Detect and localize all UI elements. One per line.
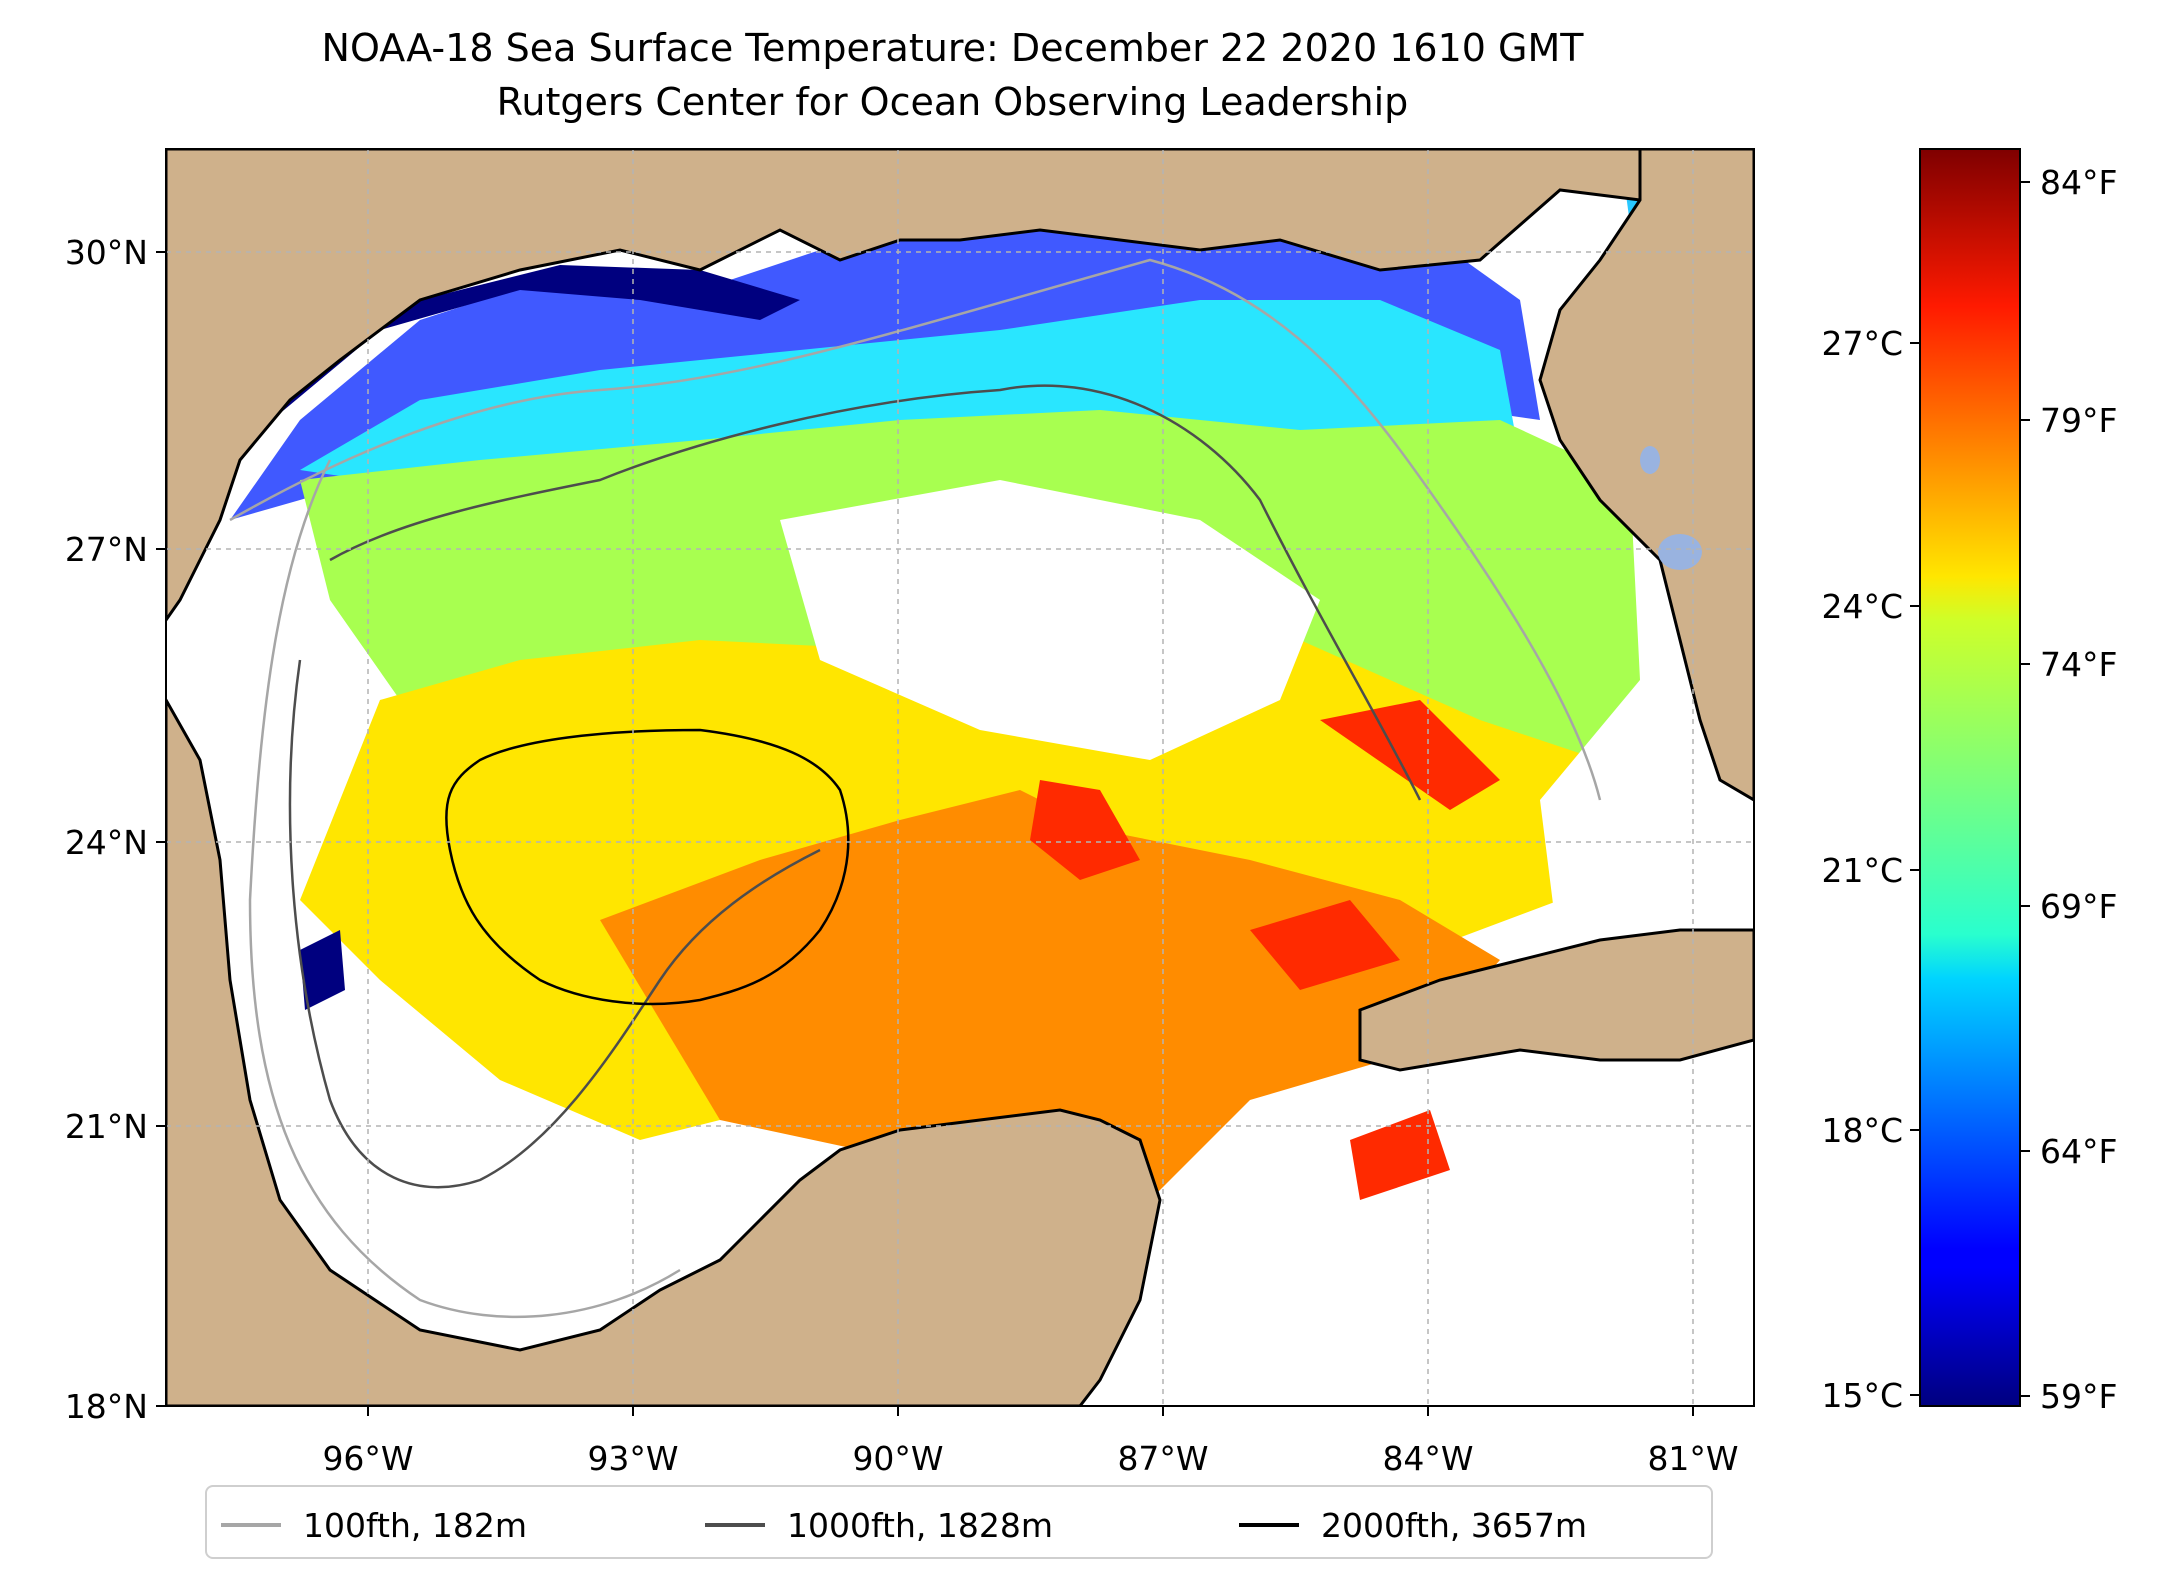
lon-tick-label: 93°W (587, 1439, 678, 1478)
lon-tick-labels: 96°W 93°W 90°W 87°W 84°W 81°W (322, 1439, 1738, 1478)
colorbar-celsius-ticks (1910, 342, 1920, 1396)
colorbar-fahrenheit-label: 84°F (2040, 163, 2117, 202)
lat-tick-label: 24°N (65, 823, 148, 862)
colorbar-fahrenheit-ticks (2020, 181, 2030, 1397)
lat-tick-label: 30°N (65, 233, 148, 272)
bathymetry-contours (229, 258, 1602, 1319)
lat-tick-label: 21°N (65, 1107, 148, 1146)
lon-tick-label: 87°W (1117, 1439, 1208, 1478)
lake-okeechobee (1658, 534, 1702, 570)
land-mexico (166, 696, 1162, 1406)
contour-2000fth (445, 728, 850, 1006)
figure-subtitle: Rutgers Center for Ocean Observing Leade… (496, 80, 1409, 124)
contour-100fth (229, 258, 1602, 1319)
figure-title: NOAA-18 Sea Surface Temperature: Decembe… (321, 26, 1584, 70)
colorbar-celsius-labels: 15°C 18°C 21°C 24°C 27°C (1821, 324, 1903, 1415)
colorbar-celsius-label: 21°C (1821, 851, 1903, 890)
colorbar-fahrenheit-label: 64°F (2040, 1132, 2117, 1171)
land-layer (166, 149, 1754, 1406)
lat-tick-label: 27°N (65, 530, 148, 569)
colorbar-celsius-label: 24°C (1821, 587, 1903, 626)
sst-orange-zone (600, 790, 1500, 1200)
legend-swatch (1239, 1523, 1299, 1527)
lat-ticks (156, 251, 166, 1407)
land-cuba (1358, 928, 1754, 1072)
sst-warm-red-patches (1030, 700, 1500, 1200)
legend-swatch (705, 1523, 765, 1527)
colorbar-celsius-label: 27°C (1821, 324, 1903, 363)
lon-tick-label: 81°W (1647, 1439, 1738, 1478)
colorbar-fahrenheit-label: 69°F (2040, 887, 2117, 926)
colorbar-fahrenheit-label: 74°F (2040, 645, 2117, 684)
map-frame (165, 148, 1755, 1407)
legend-swatch (221, 1523, 281, 1527)
legend-label: 100fth, 182m (303, 1505, 527, 1545)
colorbar-celsius-label: 15°C (1821, 1376, 1903, 1415)
gridlines (166, 149, 1754, 1406)
lake-small-florida (1640, 446, 1660, 474)
land-florida-peninsula (1538, 149, 1754, 802)
legend-label: 2000fth, 3657m (1321, 1505, 1587, 1545)
lat-tick-labels: 18°N 21°N 24°N 27°N 30°N (65, 233, 148, 1426)
legend-item-100fth: 100fth, 182m (221, 1505, 527, 1545)
colorbar-celsius-label: 18°C (1821, 1111, 1903, 1150)
lon-tick-label: 90°W (852, 1439, 943, 1478)
legend-label: 1000fth, 1828m (787, 1505, 1053, 1545)
lon-tick-label: 84°W (1382, 1439, 1473, 1478)
lon-tick-label: 96°W (322, 1439, 413, 1478)
legend-item-1000fth: 1000fth, 1828m (705, 1505, 1053, 1545)
colorbar-fahrenheit-label: 79°F (2040, 401, 2117, 440)
sst-cloud-gap-center (780, 480, 1320, 760)
lon-ticks (367, 1406, 1694, 1416)
colorbar-fahrenheit-labels: 59°F 64°F 69°F 74°F 79°F 84°F (2040, 163, 2117, 1416)
sst-dark-blue-patch (300, 930, 345, 1010)
lake-layer (1640, 446, 1702, 570)
legend-item-2000fth: 2000fth, 3657m (1239, 1505, 1587, 1545)
land-us-gulf-coast (166, 149, 1652, 623)
sst-cloud-gap-west (190, 560, 340, 900)
lat-tick-label: 18°N (65, 1387, 148, 1426)
colorbar (1919, 148, 2021, 1407)
colorbar-fahrenheit-label: 59°F (2040, 1377, 2117, 1416)
legend: 100fth, 182m 1000fth, 1828m 2000fth, 365… (205, 1485, 1713, 1559)
contour-1000fth (288, 384, 1422, 1189)
